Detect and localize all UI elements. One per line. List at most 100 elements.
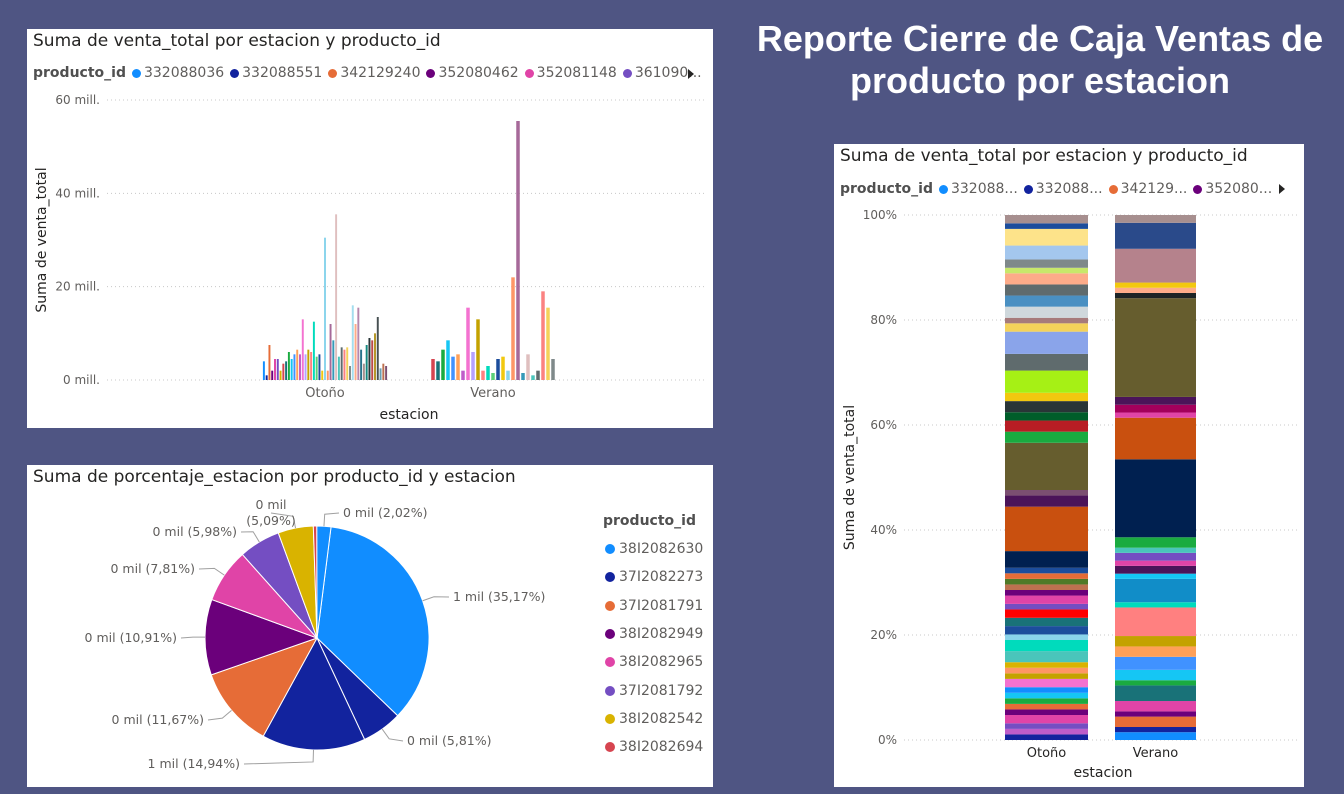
legend-item[interactable]: 332088036 [131, 65, 224, 81]
bar[interactable] [324, 237, 326, 380]
bar[interactable] [486, 366, 490, 380]
bar[interactable] [531, 375, 535, 380]
bar[interactable] [431, 359, 435, 380]
bar-segment[interactable] [1005, 267, 1088, 274]
bar-segment[interactable] [1115, 560, 1196, 566]
bar[interactable] [349, 366, 351, 380]
bar[interactable] [335, 214, 338, 380]
bar-segment[interactable] [1005, 273, 1088, 285]
bar[interactable] [271, 370, 274, 380]
bar-segment[interactable] [1005, 401, 1088, 413]
bar[interactable] [279, 370, 282, 380]
bar[interactable] [466, 307, 470, 380]
bar-segment[interactable] [1005, 709, 1088, 715]
bar-segment[interactable] [1005, 573, 1088, 579]
legend-item[interactable]: 361090... [622, 65, 702, 81]
bar[interactable] [276, 359, 279, 380]
bar-segment[interactable] [1115, 547, 1196, 553]
bar-segment[interactable] [1115, 248, 1196, 283]
bar[interactable] [374, 333, 376, 380]
legend-item[interactable]: 37I2081791 [605, 598, 703, 614]
bar-segment[interactable] [1115, 287, 1196, 293]
bar-segment[interactable] [1115, 656, 1196, 670]
bar[interactable] [521, 373, 525, 380]
bar[interactable] [526, 354, 530, 380]
bar-segment[interactable] [1115, 727, 1196, 733]
bar[interactable] [312, 321, 315, 380]
bar[interactable] [318, 354, 321, 380]
bar-segment[interactable] [1005, 715, 1088, 724]
stacked-column-chart-panel[interactable]: Suma de venta_total por estacion y produ… [834, 144, 1304, 787]
bar[interactable] [326, 370, 329, 380]
pie-slice[interactable] [204, 598, 319, 676]
bar-segment[interactable] [1115, 282, 1196, 288]
bar[interactable] [343, 349, 346, 380]
bar-segment[interactable] [1115, 646, 1196, 657]
bar-segment[interactable] [1115, 417, 1196, 460]
bar[interactable] [285, 361, 288, 380]
bar-segment[interactable] [1005, 412, 1088, 421]
bar-segment[interactable] [1005, 734, 1088, 740]
bar[interactable] [268, 345, 271, 380]
bar[interactable] [357, 307, 360, 380]
pie-slice[interactable] [316, 526, 430, 717]
bar-segment[interactable] [1005, 584, 1088, 590]
bar[interactable] [376, 317, 379, 380]
bar[interactable] [296, 349, 299, 380]
bar-segment[interactable] [1115, 565, 1196, 574]
bar-segment[interactable] [1005, 370, 1088, 393]
bar-segment[interactable] [1005, 578, 1088, 585]
bar[interactable] [321, 370, 324, 380]
bar-segment[interactable] [1115, 669, 1196, 681]
bar-segment[interactable] [1005, 723, 1088, 729]
pie-slice[interactable] [316, 525, 332, 639]
bar[interactable] [340, 347, 343, 380]
bar-segment[interactable] [1115, 573, 1196, 579]
bar[interactable] [262, 361, 265, 380]
bar-segment[interactable] [1115, 732, 1196, 740]
bar-segment[interactable] [1115, 685, 1196, 702]
bar[interactable] [351, 305, 354, 380]
bar-segment[interactable] [1115, 680, 1196, 686]
bar-segment[interactable] [1115, 292, 1196, 299]
bar-segment[interactable] [1005, 603, 1088, 610]
bar[interactable] [299, 354, 301, 380]
bar[interactable] [476, 319, 480, 380]
bar-segment[interactable] [1005, 259, 1088, 268]
legend-next-arrow-icon[interactable] [688, 69, 694, 79]
legend-item[interactable]: 38I2082694 [605, 739, 703, 755]
bar-segment[interactable] [1115, 578, 1196, 603]
bar-segment[interactable] [1115, 222, 1196, 249]
bar[interactable] [546, 307, 550, 380]
bar-segment[interactable] [1115, 602, 1196, 608]
bar[interactable] [541, 291, 545, 380]
bar[interactable] [451, 356, 455, 380]
bar[interactable] [551, 359, 555, 380]
bar-segment[interactable] [1115, 298, 1196, 397]
legend-item[interactable]: 352081148 [524, 65, 617, 81]
bar-segment[interactable] [1005, 215, 1088, 224]
bar[interactable] [346, 347, 349, 380]
bar[interactable] [304, 354, 307, 380]
bar[interactable] [315, 356, 318, 380]
bar[interactable] [446, 340, 450, 380]
bar[interactable] [329, 324, 332, 380]
bar[interactable] [511, 277, 515, 380]
bar[interactable] [290, 359, 293, 380]
bar-segment[interactable] [1005, 317, 1088, 324]
bar-segment[interactable] [1005, 698, 1088, 704]
bar[interactable] [436, 361, 440, 380]
bar-segment[interactable] [1005, 490, 1088, 496]
bar[interactable] [310, 352, 313, 380]
bar[interactable] [354, 324, 357, 380]
bar-segment[interactable] [1115, 396, 1196, 405]
bar-segment[interactable] [1005, 692, 1088, 699]
bar-segment[interactable] [1115, 716, 1196, 728]
bar-segment[interactable] [1005, 295, 1088, 307]
bar-segment[interactable] [1115, 701, 1196, 712]
bar-segment[interactable] [1005, 651, 1088, 663]
bar-segment[interactable] [1115, 459, 1196, 538]
bar-segment[interactable] [1115, 412, 1196, 418]
bar-segment[interactable] [1005, 284, 1088, 296]
bar-segment[interactable] [1005, 662, 1088, 668]
